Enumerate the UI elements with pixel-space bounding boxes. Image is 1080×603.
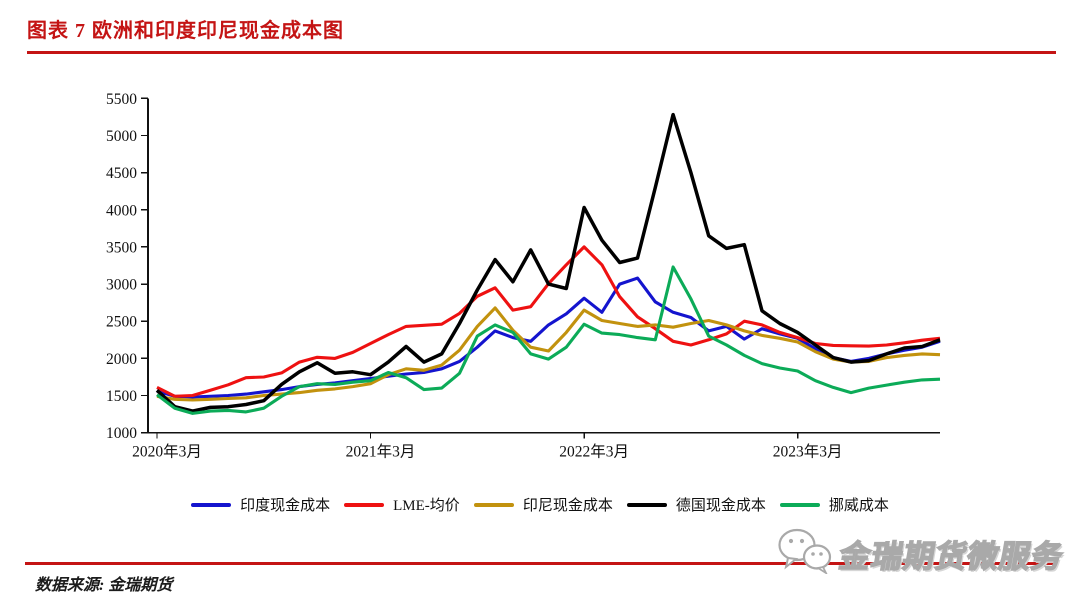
x-tick-label: 2020年3月: [132, 443, 202, 461]
legend-swatch: [626, 502, 667, 507]
data-source: 数据来源: 金瑞期货: [35, 577, 173, 594]
legend-label: 挪威成本: [828, 498, 889, 514]
y-tick-label: 2500: [106, 314, 137, 331]
y-tick-label: 5500: [106, 91, 137, 108]
legend-label: LME-均价: [393, 498, 460, 514]
watermark-text: 金瑞期货微服务: [836, 538, 1068, 574]
legend-swatch: [191, 502, 232, 507]
legend-item-挪威成本: 挪威成本: [779, 494, 889, 515]
y-tick-label: 4000: [106, 202, 137, 219]
watermark: 金瑞期货微服务: [776, 528, 1067, 579]
series-line-德国现金成本: [155, 112, 941, 413]
legend-label: 印尼现金成本: [522, 498, 613, 514]
legend-label: 德国现金成本: [675, 498, 766, 514]
y-tick-label: 4500: [106, 165, 137, 182]
legend-item-LME-均价: LME-均价: [344, 494, 460, 515]
y-tick-label: 3000: [106, 277, 137, 294]
legend-item-印度现金成本: 印度现金成本: [191, 494, 330, 515]
line-chart: 1000 1500 2000 2500 3000 3500 4000 4500 5000 5500…: [106, 91, 941, 461]
x-tick-label: 2021年3月: [346, 443, 416, 461]
legend-swatch: [344, 502, 385, 507]
series-line-印尼现金成本: [156, 306, 941, 402]
legend-label: 印度现金成本: [240, 498, 331, 514]
series-line-LME-均价: [156, 245, 941, 398]
wechat-icon: [776, 528, 834, 579]
chart-legend: 印度现金成本 LME-均价 印尼现金成本 德国现金成本 挪威成本: [0, 494, 1080, 515]
series-line-印度现金成本: [156, 276, 941, 399]
x-tick-label: 2023年3月: [773, 443, 843, 461]
series-line-挪威成本: [156, 265, 941, 415]
y-tick-label: 1500: [106, 388, 137, 405]
y-tick-label: 2000: [106, 351, 137, 368]
x-tick-label: 2022年3月: [559, 443, 629, 461]
legend-swatch: [473, 502, 514, 507]
title-rule: [27, 51, 1056, 54]
y-tick-label: 1000: [106, 425, 137, 442]
legend-swatch: [779, 502, 820, 507]
figure-title: 图表 7 欧洲和印度印尼现金成本图: [27, 20, 344, 42]
y-tick-label: 5000: [106, 128, 137, 145]
footer-rule: [25, 562, 1057, 565]
legend-item-德国现金成本: 德国现金成本: [626, 494, 766, 515]
legend-item-印尼现金成本: 印尼现金成本: [473, 494, 613, 515]
y-tick-label: 3500: [106, 239, 137, 256]
